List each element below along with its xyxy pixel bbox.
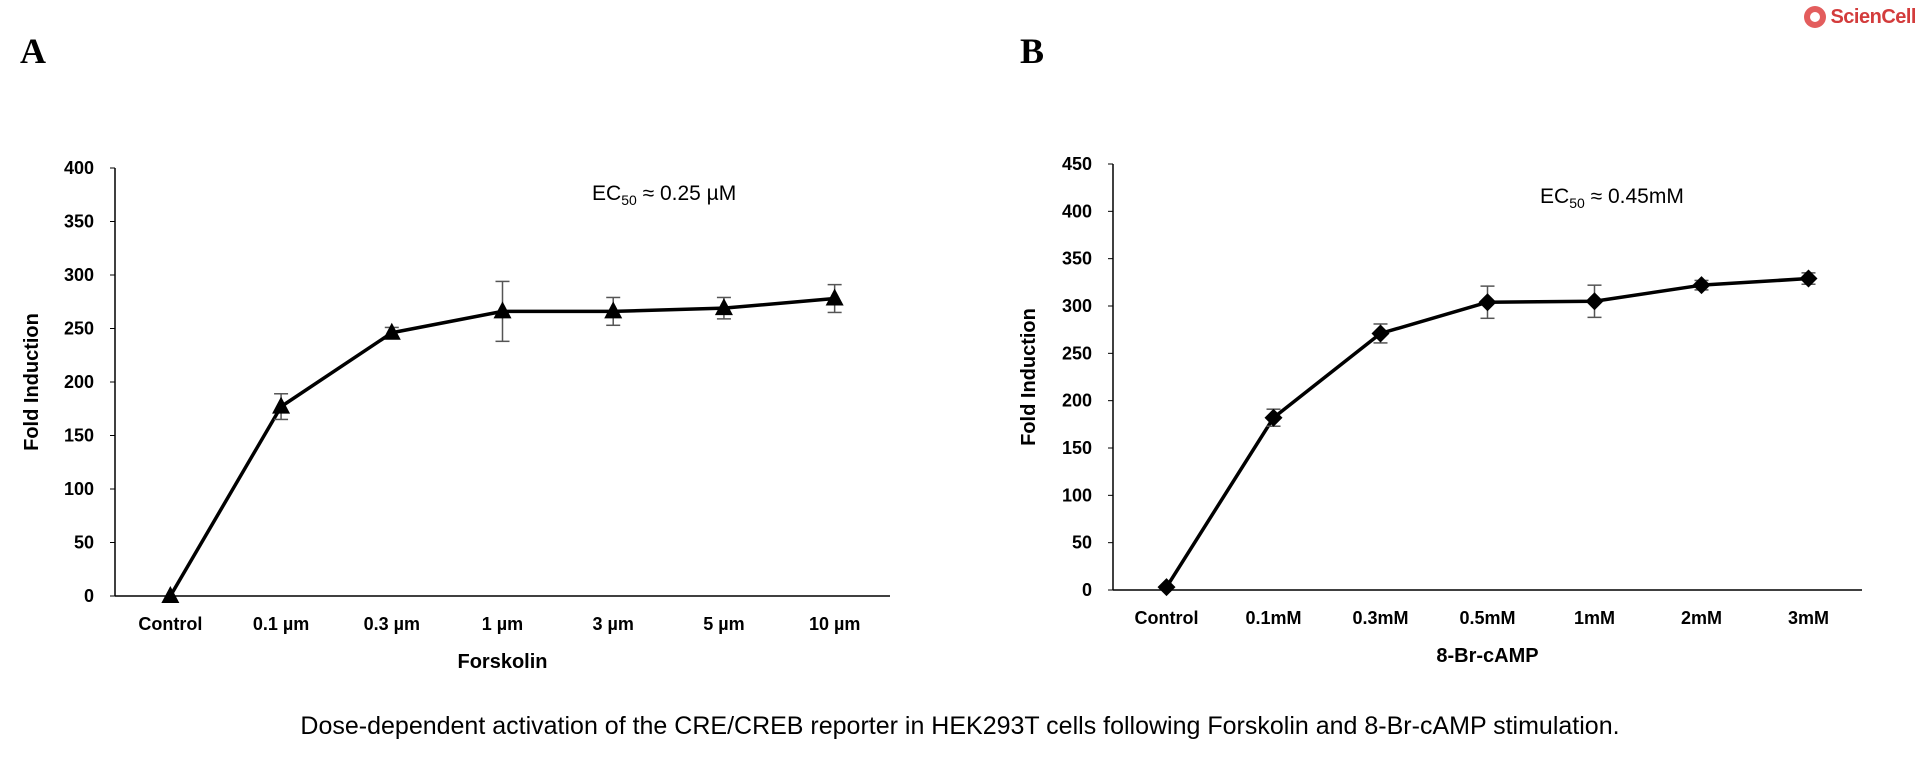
ec50-annotation: EC50 ≈ 0.25 µM: [592, 182, 736, 208]
data-point-diamond: [1692, 276, 1711, 295]
x-tick-label: 2mM: [1681, 608, 1722, 628]
data-point-triangle: [604, 301, 623, 319]
y-tick-label: 100: [1062, 485, 1092, 505]
x-tick-label: 3mM: [1788, 608, 1829, 628]
data-point-triangle: [825, 288, 844, 306]
data-point-diamond: [1157, 578, 1176, 597]
ec50-annotation: EC50 ≈ 0.45mM: [1540, 185, 1684, 211]
data-point-triangle: [493, 301, 512, 319]
y-tick-label: 50: [1072, 533, 1092, 553]
x-tick-label: 0.5mM: [1459, 608, 1515, 628]
chart-forskolin: 0 50 100 150 200 250 300 350 400 Control 0.1 µm 0.3…: [21, 158, 890, 673]
y-tick-label: 150: [1062, 438, 1092, 458]
x-tick-label: 3 µm: [593, 614, 634, 634]
data-point-diamond: [1264, 408, 1283, 427]
data-point-diamond: [1371, 324, 1390, 343]
x-tick-label: Control: [1135, 608, 1199, 628]
sciencell-logo: ScienCell: [1804, 0, 1916, 34]
y-tick-label: 250: [1062, 343, 1092, 363]
y-tick-label: 300: [64, 265, 94, 285]
x-tick-label: 0.3mM: [1352, 608, 1408, 628]
y-tick-label: 450: [1062, 154, 1092, 174]
y-tick-label: 200: [64, 372, 94, 392]
y-tick-label: 0: [1082, 580, 1092, 600]
panel-b-label: B: [1020, 31, 1045, 71]
data-point-diamond: [1799, 269, 1818, 288]
figure-caption: Dose-dependent activation of the CRE/CRE…: [300, 712, 1620, 740]
x-tick-label: 1mM: [1574, 608, 1615, 628]
y-tick-label: 250: [64, 319, 94, 339]
y-tick-label: 50: [74, 533, 94, 553]
x-tick-label: 0.1 µm: [253, 614, 309, 634]
chart-8-br-camp: 0 50 100 150 200 250 300 350 400 450 Control 0.1mM 0…: [1018, 154, 1862, 667]
x-tick-label: Control: [138, 614, 202, 634]
series-line: [1165, 276, 1809, 589]
x-tick-label: 10 µm: [809, 614, 860, 634]
y-tick-label: 350: [64, 212, 94, 232]
y-tick-label: 300: [1062, 296, 1092, 316]
data-point-triangle: [714, 298, 733, 316]
y-tick-label: 400: [1062, 201, 1092, 221]
y-tick-label: 400: [64, 158, 94, 178]
data-point-triangle: [161, 586, 180, 603]
x-tick-label: 0.1mM: [1245, 608, 1301, 628]
y-tick-label: 0: [84, 586, 94, 606]
y-tick-label: 100: [64, 479, 94, 499]
x-tick-label: 1 µm: [482, 614, 523, 634]
y-axis-title: Fold Induction: [1018, 308, 1040, 446]
data-point-diamond: [1585, 292, 1604, 311]
y-tick-label: 350: [1062, 249, 1092, 269]
panel-a-label: A: [20, 31, 46, 71]
x-tick-label: 5 µm: [703, 614, 744, 634]
data-point-triangle: [382, 322, 401, 340]
logo-text: ScienCell: [1830, 5, 1916, 28]
y-tick-label: 200: [1062, 391, 1092, 411]
y-axis-title: Fold Induction: [21, 313, 43, 451]
data-point-diamond: [1478, 293, 1497, 312]
x-axis-title: Forskolin: [457, 651, 547, 673]
x-axis-title: 8-Br-cAMP: [1436, 645, 1538, 667]
y-tick-label: 150: [64, 426, 94, 446]
x-tick-label: 0.3 µm: [364, 614, 420, 634]
series-line: [168, 296, 835, 597]
logo-icon: [1804, 6, 1827, 28]
data-point-triangle: [272, 396, 291, 414]
